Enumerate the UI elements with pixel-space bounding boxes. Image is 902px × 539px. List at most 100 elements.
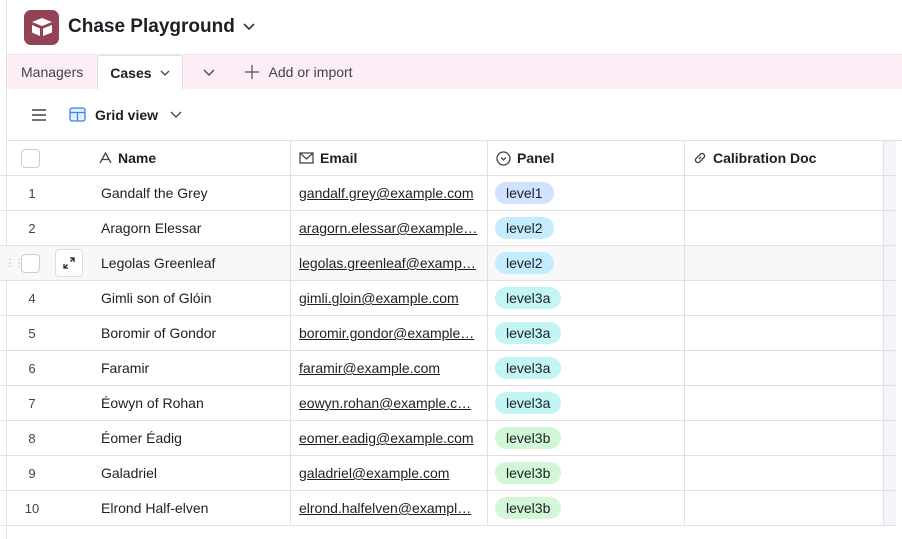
app-window: Chase Playground Managers Cases Add or i…: [6, 0, 902, 539]
name-cell[interactable]: Elrond Half-elven: [91, 491, 291, 525]
table-row[interactable]: 6 Faramir faramir@example.com level3a: [0, 351, 896, 386]
email-link[interactable]: eomer.eadig@example.com: [299, 430, 474, 446]
calibration-doc-cell[interactable]: [685, 176, 884, 210]
tab-cases[interactable]: Cases: [97, 55, 183, 89]
panel-cell[interactable]: level3b: [488, 421, 685, 455]
email-link[interactable]: aragorn.elessar@example…: [299, 220, 478, 236]
table-row[interactable]: 2 Aragorn Elessar aragorn.elessar@exampl…: [0, 211, 896, 246]
name-cell[interactable]: Legolas Greenleaf: [91, 246, 291, 280]
panel-cell[interactable]: level2: [488, 211, 685, 245]
chevron-down-icon[interactable]: [170, 111, 182, 118]
calibration-doc-cell[interactable]: [685, 351, 884, 385]
more-tables-button[interactable]: [183, 55, 235, 89]
column-header-name[interactable]: Name: [91, 141, 291, 175]
email-link[interactable]: legolas.greenleaf@examp…: [299, 255, 476, 271]
calibration-doc-cell[interactable]: [685, 316, 884, 350]
row-number: 8: [28, 430, 36, 446]
calibration-doc-cell[interactable]: [685, 386, 884, 420]
name-cell[interactable]: Faramir: [91, 351, 291, 385]
column-label: Name: [118, 150, 157, 166]
email-cell[interactable]: legolas.greenleaf@examp…: [291, 246, 488, 280]
name-text: Gimli son of Glóin: [101, 290, 212, 306]
email-link[interactable]: elrond.halfelven@exampl…: [299, 500, 472, 516]
email-cell[interactable]: eomer.eadig@example.com: [291, 421, 488, 455]
name-cell[interactable]: Éowyn of Rohan: [91, 386, 291, 420]
column-header-calibration-doc[interactable]: Calibration Doc: [685, 141, 884, 175]
email-cell[interactable]: gandalf.grey@example.com: [291, 176, 488, 210]
chevron-down-icon[interactable]: [160, 70, 170, 76]
panel-tag: level3a: [495, 287, 562, 309]
name-cell[interactable]: Gandalf the Grey: [91, 176, 291, 210]
calibration-doc-cell[interactable]: [685, 456, 884, 490]
expand-record-button[interactable]: [55, 249, 83, 277]
email-cell[interactable]: eowyn.rohan@example.c…: [291, 386, 488, 420]
single-select-icon: [496, 150, 511, 166]
column-header-panel[interactable]: Panel: [488, 141, 685, 175]
calibration-doc-cell[interactable]: [685, 246, 884, 280]
name-cell[interactable]: Aragorn Elessar: [91, 211, 291, 245]
grid-header: Name Email Panel Calibration Doc: [0, 141, 896, 176]
table-row[interactable]: ⋮⋮ Legolas Greenleaf legolas.greenleaf@e…: [0, 246, 896, 281]
email-link[interactable]: gandalf.grey@example.com: [299, 185, 474, 201]
email-cell[interactable]: gimli.gloin@example.com: [291, 281, 488, 315]
table-row[interactable]: 7 Éowyn of Rohan eowyn.rohan@example.c… …: [0, 386, 896, 421]
table-row[interactable]: 8 Éomer Éadig eomer.eadig@example.com le…: [0, 421, 896, 456]
table-row[interactable]: 10 Elrond Half-elven elrond.halfelven@ex…: [0, 491, 896, 526]
table-row[interactable]: 9 Galadriel galadriel@example.com level3…: [0, 456, 896, 491]
chevron-down-icon[interactable]: [243, 23, 255, 31]
email-link[interactable]: faramir@example.com: [299, 360, 441, 376]
name-text: Éowyn of Rohan: [101, 395, 204, 411]
table-row[interactable]: 1 Gandalf the Grey gandalf.grey@example.…: [0, 176, 896, 211]
panel-cell[interactable]: level3a: [488, 281, 685, 315]
email-cell[interactable]: faramir@example.com: [291, 351, 488, 385]
view-name[interactable]: Grid view: [95, 106, 159, 123]
email-cell[interactable]: galadriel@example.com: [291, 456, 488, 490]
add-or-import-button[interactable]: Add or import: [235, 55, 367, 89]
name-text: Éomer Éadig: [101, 430, 182, 446]
name-cell[interactable]: Boromir of Gondor: [91, 316, 291, 350]
email-link[interactable]: eowyn.rohan@example.c…: [299, 395, 472, 411]
email-cell[interactable]: elrond.halfelven@exampl…: [291, 491, 488, 525]
panel-tag: level3a: [495, 322, 562, 344]
name-text: Legolas Greenleaf: [101, 255, 216, 271]
select-all-checkbox[interactable]: [21, 148, 40, 168]
menu-icon[interactable]: [31, 108, 47, 121]
panel-tag: level2: [495, 217, 554, 239]
email-link[interactable]: gimli.gloin@example.com: [299, 290, 459, 306]
panel-cell[interactable]: level3b: [488, 491, 685, 525]
column-header-email[interactable]: Email: [291, 141, 488, 175]
drag-handle-icon[interactable]: ⋮⋮: [5, 257, 24, 269]
tab-managers[interactable]: Managers: [7, 55, 97, 89]
tab-label: Managers: [21, 64, 84, 80]
name-cell[interactable]: Galadriel: [91, 456, 291, 490]
calibration-doc-cell[interactable]: [685, 211, 884, 245]
panel-tag: level3b: [495, 427, 562, 449]
email-cell[interactable]: boromir.gondor@example…: [291, 316, 488, 350]
panel-cell[interactable]: level3a: [488, 316, 685, 350]
panel-cell[interactable]: level2: [488, 246, 685, 280]
name-text: Boromir of Gondor: [101, 325, 217, 341]
table-row[interactable]: 5 Boromir of Gondor boromir.gondor@examp…: [0, 316, 896, 351]
name-cell[interactable]: Éomer Éadig: [91, 421, 291, 455]
calibration-doc-cell[interactable]: [685, 491, 884, 525]
grid-view-icon: [69, 107, 86, 122]
calibration-doc-cell[interactable]: [685, 421, 884, 455]
column-label: Email: [320, 150, 358, 166]
panel-cell[interactable]: level3b: [488, 456, 685, 490]
table-row[interactable]: 4 Gimli son of Glóin gimli.gloin@example…: [0, 281, 896, 316]
email-cell[interactable]: aragorn.elessar@example…: [291, 211, 488, 245]
calibration-doc-cell[interactable]: [685, 281, 884, 315]
row-checkbox[interactable]: [21, 253, 40, 273]
email-link[interactable]: galadriel@example.com: [299, 465, 450, 481]
panel-cell[interactable]: level3a: [488, 351, 685, 385]
panel-cell[interactable]: level3a: [488, 386, 685, 420]
panel-tag: level2: [495, 252, 554, 274]
base-logo-icon[interactable]: [24, 9, 59, 45]
name-cell[interactable]: Gimli son of Glóin: [91, 281, 291, 315]
email-link[interactable]: boromir.gondor@example…: [299, 325, 475, 341]
row-number: 7: [28, 395, 36, 411]
base-title[interactable]: Chase Playground: [68, 16, 235, 37]
panel-tag: level3a: [495, 357, 562, 379]
panel-cell[interactable]: level1: [488, 176, 685, 210]
table-tabs: Managers Cases Add or import: [7, 54, 902, 89]
